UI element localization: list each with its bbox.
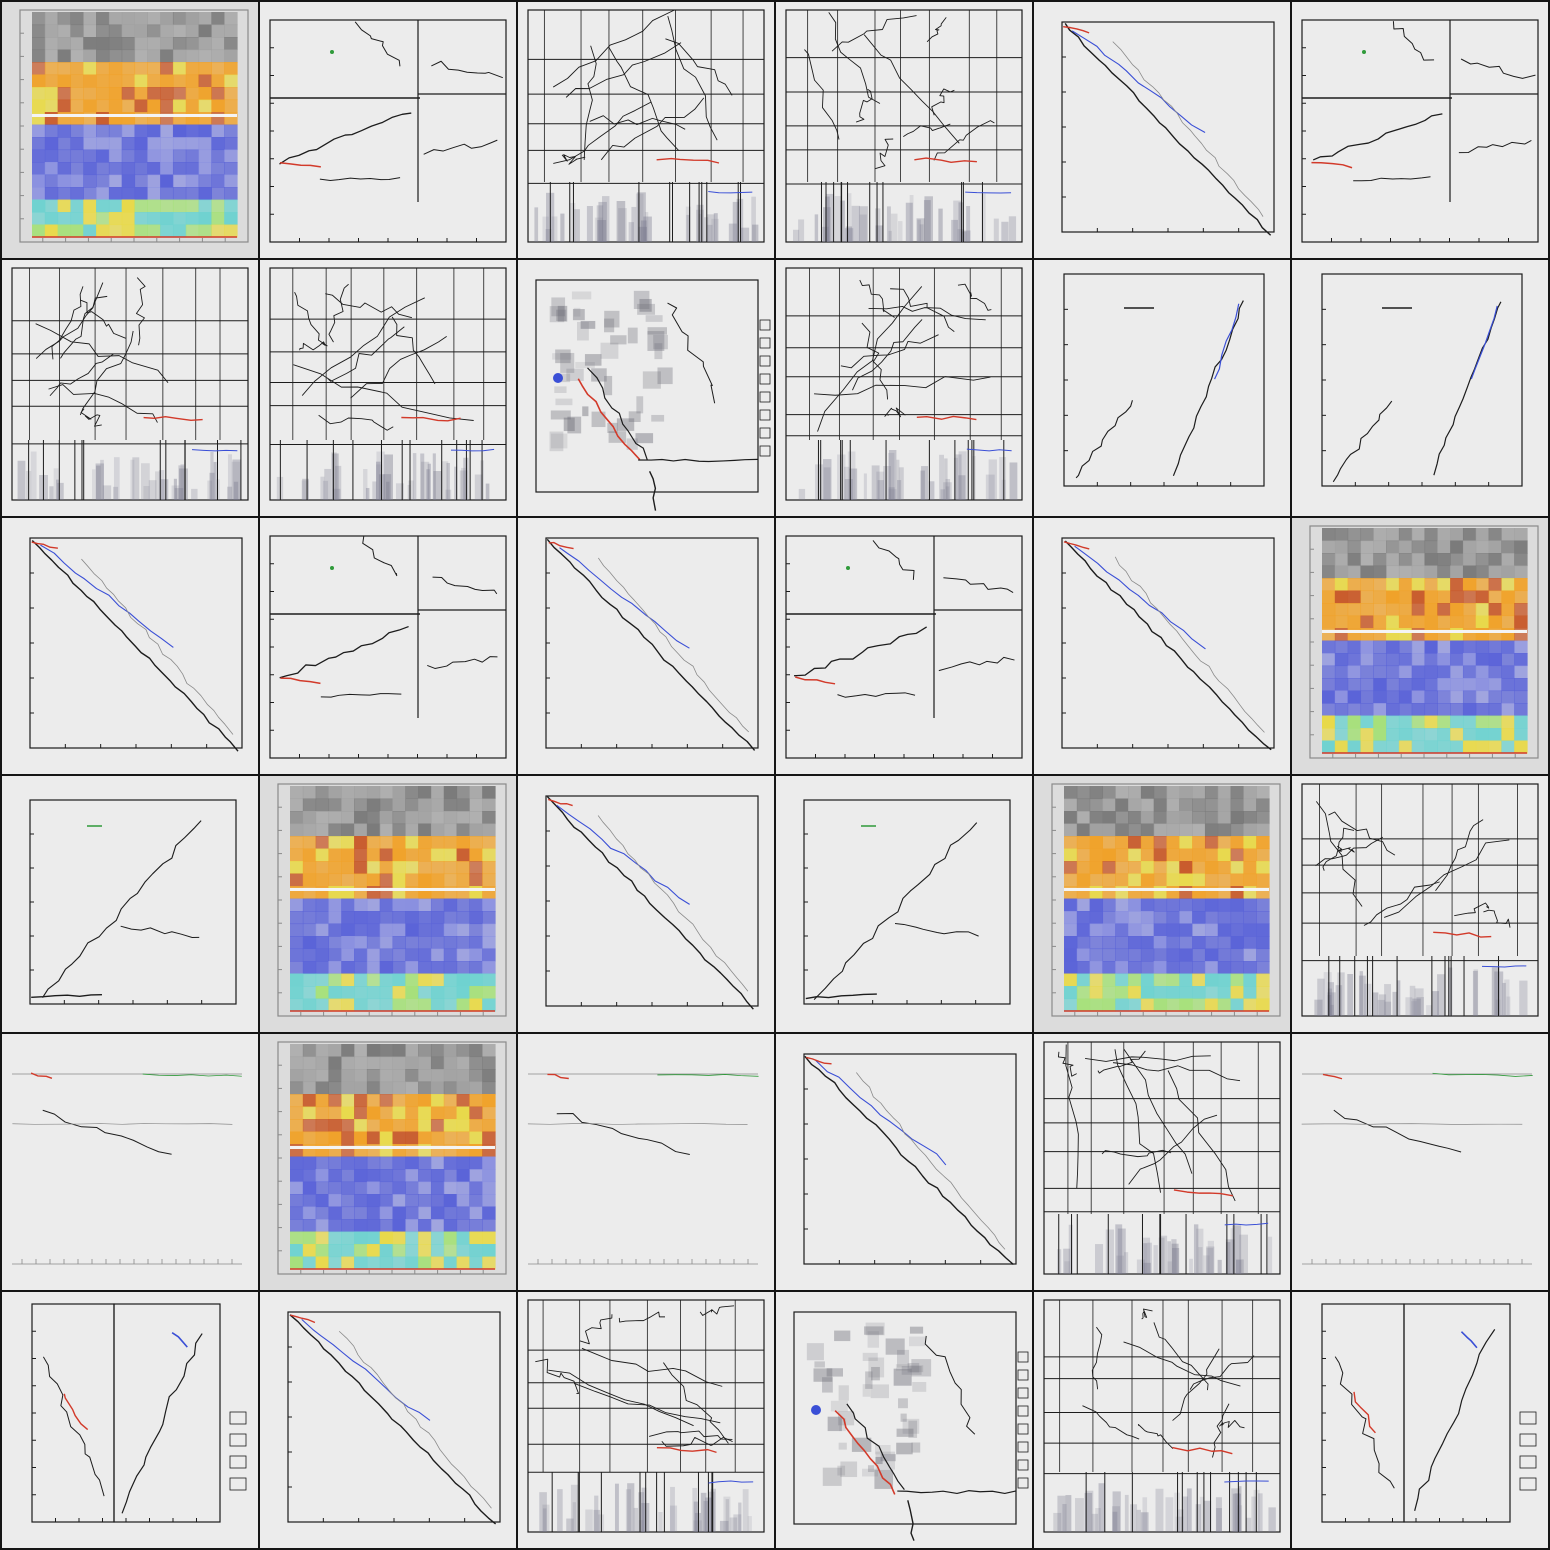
sample-plot: [1301, 19, 1539, 243]
sample-tile: [776, 1034, 1032, 1290]
sample-plot: [29, 537, 243, 752]
sample-tile: [518, 2, 774, 258]
sample-plot: [1321, 1303, 1537, 1523]
sample-tile: [2, 776, 258, 1032]
sample-tile: [776, 260, 1032, 516]
sample-tile: [1292, 260, 1548, 516]
sample-plot: [1043, 1041, 1281, 1275]
sample-plot: [1301, 783, 1539, 1017]
sample-plot: [2, 2, 258, 258]
sample-plot: [260, 1034, 516, 1290]
sample-tile: [1292, 1292, 1548, 1548]
sample-plot: [785, 9, 1023, 243]
sample-tile: [1034, 1292, 1290, 1548]
sample-tile: [1292, 518, 1548, 774]
sample-plot: [31, 1303, 247, 1523]
sample-plot: [1061, 21, 1275, 236]
sample-plot: [545, 795, 759, 1010]
sample-tile: [776, 776, 1032, 1032]
sample-tile: [776, 2, 1032, 258]
sample-plot: [12, 1072, 242, 1265]
sample-tile: [2, 1034, 258, 1290]
sample-tile: [1034, 260, 1290, 516]
sample-tile: [260, 2, 516, 258]
sample-tile: [260, 1034, 516, 1290]
sample-plot: [1061, 537, 1275, 751]
sample-plot: [527, 1073, 759, 1265]
sample-tile: [2, 260, 258, 516]
sample-plot: [785, 267, 1023, 501]
sample-plot: [785, 535, 1023, 759]
sample-plot: [287, 1311, 501, 1525]
sample-tile: [2, 2, 258, 258]
sample-plot: [1321, 273, 1523, 487]
sample-plot: [260, 776, 516, 1032]
sample-tile: [518, 1034, 774, 1290]
sample-tile: [518, 1292, 774, 1548]
sample-plot: [269, 19, 507, 243]
sample-plot: [11, 267, 249, 501]
sample-plot: [535, 279, 771, 511]
sample-plot: [803, 799, 1011, 1005]
sample-plot: [793, 1311, 1029, 1541]
sample-plot: [527, 1299, 765, 1533]
sample-tile: [260, 776, 516, 1032]
sample-tile: [1292, 776, 1548, 1032]
sample-plot: [803, 1053, 1017, 1266]
sample-tile: [2, 1292, 258, 1548]
sample-plot: [1034, 776, 1290, 1032]
sample-tile: [1034, 776, 1290, 1032]
sample-tile: [518, 776, 774, 1032]
sample-tile: [1292, 1034, 1548, 1290]
sample-plot: [545, 537, 759, 751]
sample-plot: [1063, 273, 1265, 487]
sample-tile: [1034, 2, 1290, 258]
sample-plot: [29, 799, 237, 1005]
sample-tile: [260, 1292, 516, 1548]
sample-tile: [776, 518, 1032, 774]
sample-plot: [1292, 518, 1548, 774]
sample-tile: [2, 518, 258, 774]
sample-tile: [1034, 518, 1290, 774]
sample-tile: [776, 1292, 1032, 1548]
sample-tile: [518, 260, 774, 516]
sample-tile: [1034, 1034, 1290, 1290]
sample-plot: [269, 535, 507, 759]
sample-tile: [1292, 2, 1548, 258]
sample-tile: [260, 518, 516, 774]
sample-plot: [269, 267, 507, 501]
sample-tile: [260, 260, 516, 516]
sample-plot: [527, 9, 765, 243]
sample-plot: [1043, 1299, 1281, 1533]
sample-plot: [1301, 1072, 1533, 1265]
sample-tile: [518, 518, 774, 774]
